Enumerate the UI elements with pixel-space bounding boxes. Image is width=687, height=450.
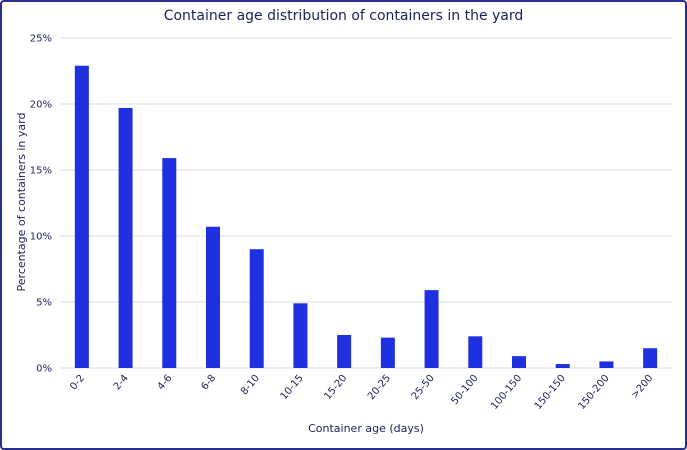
x-axis-ticks: 0-2 2-4 4-6 6-8 8-10 10-15 15-20 20-25 25-50 50-1… xyxy=(68,373,655,412)
bar-150-150 xyxy=(555,364,570,368)
bar-100-150 xyxy=(512,356,526,368)
x-tick-label: 25-50 xyxy=(410,373,437,402)
bars xyxy=(74,65,658,369)
bar-6-8 xyxy=(206,226,220,368)
bar-2-4 xyxy=(118,107,133,369)
bar-4-6 xyxy=(162,158,177,368)
bar-150-200 xyxy=(599,361,614,368)
bar-8-10 xyxy=(249,249,264,368)
bar-15-20 xyxy=(337,335,352,368)
y-tick-label: 10% xyxy=(30,232,52,243)
bar-0-2 xyxy=(74,65,89,368)
x-tick-label: 20-25 xyxy=(366,373,393,402)
x-tick-label: >200 xyxy=(629,373,655,401)
chart-title: Container age distribution of containers… xyxy=(163,8,524,24)
bar->200 xyxy=(643,348,658,368)
bar-25-50 xyxy=(424,290,439,368)
x-tick-label: 0-2 xyxy=(68,373,87,393)
y-tick-label: 5% xyxy=(36,298,52,309)
y-tick-label: 25% xyxy=(30,34,52,45)
y-axis-ticks: 0% 5% 10% 15% 20% 25% xyxy=(30,34,52,375)
x-tick-label: 100-150 xyxy=(489,373,524,412)
bar-50-100 xyxy=(468,336,483,368)
y-axis-label: Percentage of containers in yard xyxy=(15,113,28,292)
x-tick-label: 15-20 xyxy=(322,373,349,402)
x-tick-label: 2-4 xyxy=(112,373,131,393)
bar-10-15 xyxy=(293,303,308,368)
x-tick-label: 150-200 xyxy=(576,373,611,412)
grid-lines xyxy=(60,37,672,369)
bar-20-25 xyxy=(380,337,395,368)
y-tick-label: 15% xyxy=(30,166,52,177)
x-tick-label: 50-100 xyxy=(449,373,480,407)
x-tick-label: 4-6 xyxy=(156,373,175,393)
x-tick-label: 150-150 xyxy=(533,373,568,412)
x-axis-label: Container age (days) xyxy=(308,422,424,435)
x-tick-label: 10-15 xyxy=(279,373,306,402)
x-tick-label: 8-10 xyxy=(239,373,262,397)
x-tick-label: 6-8 xyxy=(199,373,218,393)
y-tick-label: 0% xyxy=(36,364,52,375)
y-tick-label: 20% xyxy=(30,100,52,111)
